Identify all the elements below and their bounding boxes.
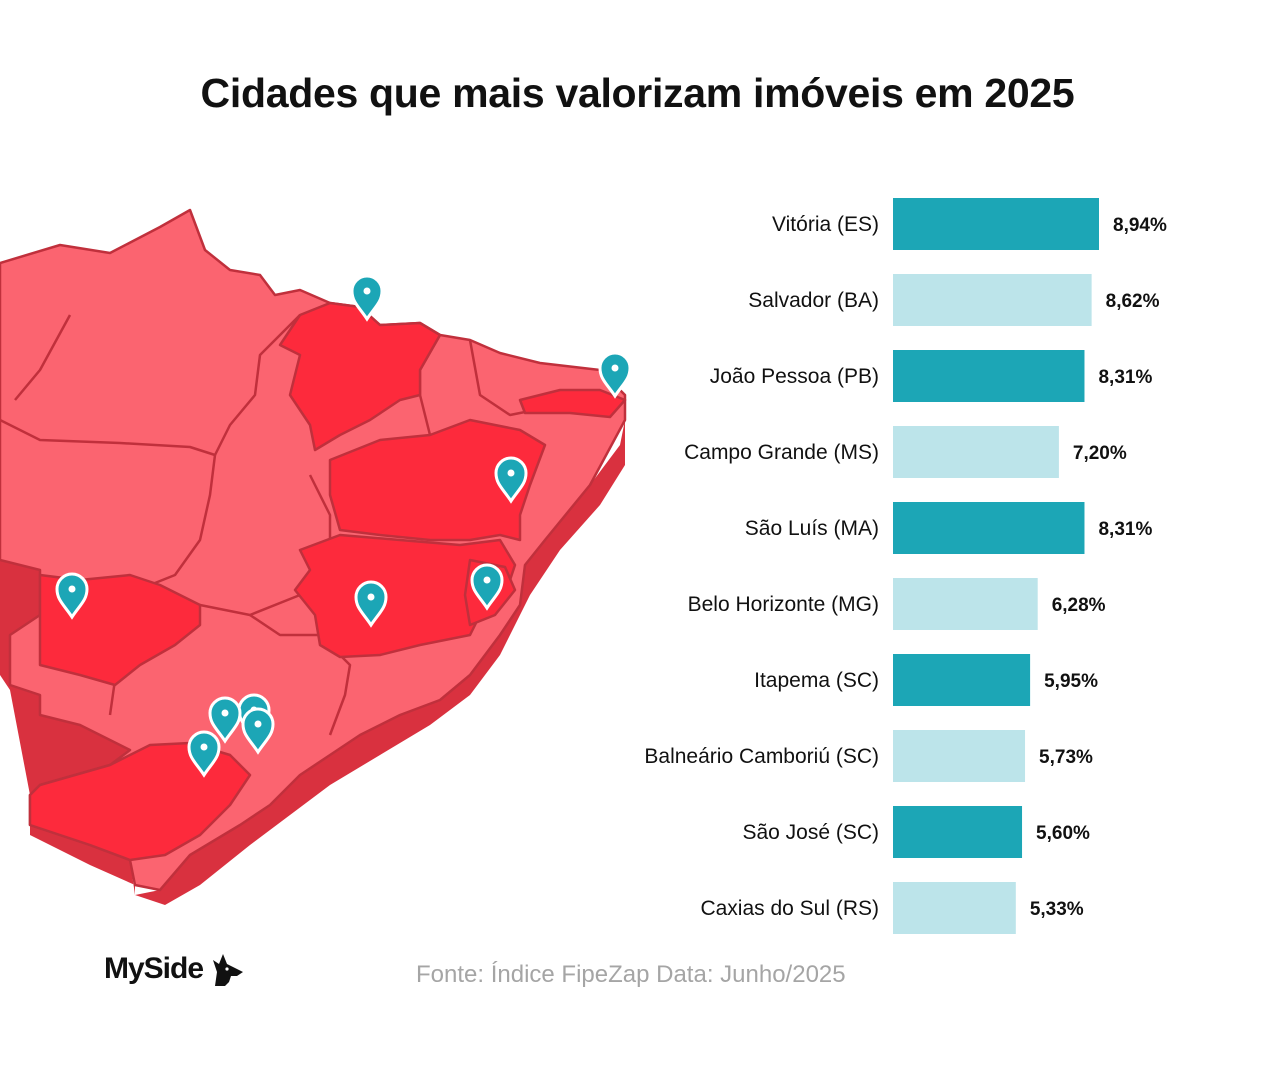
- value-label: 5,60%: [1036, 823, 1090, 844]
- bar: [893, 350, 1085, 402]
- map-pin-icon: [187, 730, 221, 778]
- bar: [893, 578, 1038, 630]
- state-rio-grande-do-sul: [28, 741, 252, 862]
- map-pin-icon: [494, 456, 528, 504]
- chart-title: Cidades que mais valorizam imóveis em 20…: [200, 70, 1075, 116]
- map-pin-icon: [354, 580, 388, 628]
- brazil-map-icon: [0, 208, 632, 905]
- bar: [893, 198, 1099, 250]
- value-label: 8,94%: [1113, 215, 1167, 236]
- map-pin-icon: [55, 572, 89, 620]
- logo: MySide: [104, 950, 245, 988]
- bar: [893, 502, 1085, 554]
- category-label: Vitória (ES): [772, 213, 879, 236]
- category-label: São José (SC): [742, 821, 879, 844]
- map-pin-icon: [598, 351, 632, 399]
- map-pin-icon: [241, 707, 275, 755]
- value-label: 6,28%: [1052, 595, 1106, 616]
- category-label: João Pessoa (PB): [710, 365, 879, 388]
- category-label: Campo Grande (MS): [684, 441, 879, 464]
- map-pin-icon: [350, 274, 384, 322]
- value-label: 8,31%: [1098, 367, 1152, 388]
- bar: [893, 654, 1031, 706]
- category-label: Salvador (BA): [748, 289, 879, 312]
- value-label: 8,62%: [1106, 291, 1160, 312]
- state-minas-gerais: [293, 533, 517, 659]
- value-label: 8,31%: [1098, 519, 1152, 540]
- value-label: 5,73%: [1039, 747, 1093, 768]
- category-label: Itapema (SC): [754, 669, 879, 692]
- category-label: Caxias do Sul (RS): [700, 897, 879, 920]
- bar: [893, 274, 1092, 326]
- bar: [893, 426, 1059, 478]
- map-pin-icon: [208, 696, 242, 744]
- dog-head-icon: [213, 954, 244, 986]
- logo-text: MySide: [104, 952, 204, 985]
- bar: [893, 730, 1026, 782]
- value-label: 7,20%: [1073, 443, 1127, 464]
- category-label: Balneário Camboriú (SC): [644, 745, 879, 768]
- bar-chart: Vitória (ES) 8,94% Salvador (BA) 8,62% João …: [644, 198, 1167, 934]
- source-note: Fonte: Índice FipeZap Data: Junho/2025: [416, 961, 846, 988]
- map-pins: [55, 274, 632, 778]
- category-label: Belo Horizonte (MG): [688, 593, 879, 616]
- state-bahia: [328, 418, 547, 542]
- value-label: 5,33%: [1030, 899, 1084, 920]
- bar: [893, 806, 1023, 858]
- state-maranhao: [278, 301, 442, 452]
- value-label: 5,95%: [1044, 671, 1098, 692]
- map-pin-icon: [470, 563, 504, 611]
- bar: [893, 882, 1016, 934]
- category-label: São Luís (MA): [745, 517, 879, 540]
- state-paraiba: [518, 388, 627, 419]
